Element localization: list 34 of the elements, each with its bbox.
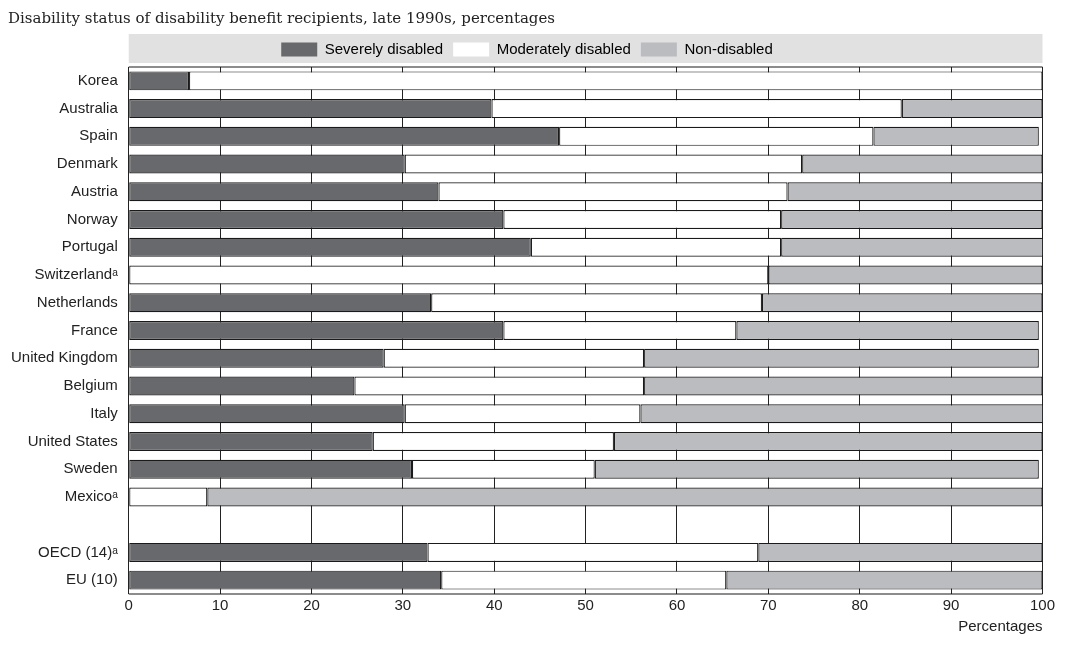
y-tick-label: Switzerlandᵃ xyxy=(34,265,119,283)
y-tick-label: Belgium xyxy=(63,376,118,394)
x-tick-label: 30 xyxy=(394,596,412,614)
y-tick-label: Austria xyxy=(71,181,119,199)
y-tick-label: Italy xyxy=(90,403,119,421)
y-tick-label: Denmark xyxy=(56,154,119,172)
x-tick-label: 80 xyxy=(851,596,869,614)
y-tick-label: United States xyxy=(27,431,118,449)
y-tick-label: Mexicoᵃ xyxy=(64,487,119,505)
legend-label: Moderately disabled xyxy=(496,39,631,57)
x-tick-label: 50 xyxy=(577,596,594,614)
x-tick-label: 90 xyxy=(942,596,960,614)
y-tick-label: Sweden xyxy=(63,459,118,477)
y-tick-label: France xyxy=(71,320,118,338)
x-tick-label: 70 xyxy=(760,596,777,614)
x-tick-label: 60 xyxy=(668,596,686,614)
legend-label: Severely disabled xyxy=(324,39,444,57)
y-tick-label: EU (10) xyxy=(66,570,118,588)
x-tick-label: 10 xyxy=(211,596,229,614)
x-axis-title: Percentages xyxy=(958,617,1043,635)
y-tick-label: Korea xyxy=(77,71,119,89)
x-tick-label: 100 xyxy=(1029,596,1055,614)
y-tick-label: United Kingdom xyxy=(10,348,118,366)
y-tick-label: Netherlands xyxy=(36,292,118,310)
x-tick-label: 20 xyxy=(303,596,320,614)
y-tick-label: OECD (14)ᵃ xyxy=(37,542,119,560)
legend-label: Non-disabled xyxy=(684,39,773,57)
y-tick-label: Portugal xyxy=(61,237,118,255)
y-tick-label: Spain xyxy=(79,126,118,144)
x-tick-label: 40 xyxy=(485,596,503,614)
chart-title: Disability status of disability benefit recipients, late 1990s, percentages xyxy=(8,8,556,27)
y-tick-label: Norway xyxy=(66,209,119,227)
y-tick-label: Australia xyxy=(59,98,119,116)
x-tick-label: 0 xyxy=(124,596,133,614)
